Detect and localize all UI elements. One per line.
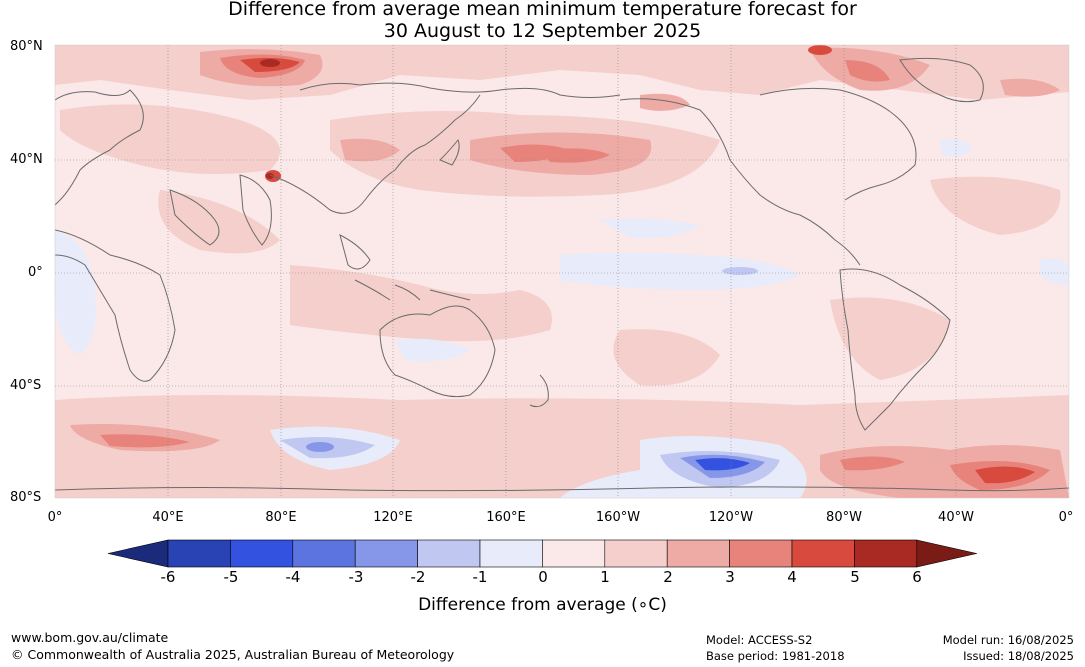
- colorbar-tick: 5: [850, 568, 860, 586]
- map-title-line-1: Difference from average mean minimum tem…: [228, 0, 857, 20]
- colorbar-tick: -3: [348, 568, 364, 586]
- colorbar-tick: 6: [912, 568, 922, 586]
- colorbar-extend-high: [916, 539, 977, 568]
- colorbar-tick: 2: [663, 568, 673, 586]
- lon-label-120w: 120°W: [708, 510, 754, 525]
- coastlines: [55, 57, 1069, 492]
- colorbar-swatch: [417, 539, 481, 568]
- colorbar-swatch: [791, 539, 855, 568]
- lon-label-80w: 80°W: [826, 510, 862, 525]
- lon-label-0-east: 0°: [1058, 510, 1074, 525]
- colorbar-tick: -4: [285, 568, 301, 586]
- colorbar-swatch: [666, 539, 730, 568]
- lat-label-80s: 80°S: [10, 490, 42, 505]
- map-frame: [54, 44, 1070, 499]
- colorbar-swatch: [479, 539, 543, 568]
- footer-copyright: © Commonwealth of Australia 2025, Austra…: [11, 647, 455, 662]
- lon-label-40e: 40°E: [152, 510, 184, 525]
- lat-label-40n: 40°N: [10, 152, 43, 167]
- colorbar-swatch: [167, 539, 231, 568]
- colorbar-tick: 0: [538, 568, 548, 586]
- colorbar-swatch: [292, 539, 356, 568]
- colorbar-extend-low: [107, 539, 169, 568]
- colorbar-tick: -2: [410, 568, 426, 586]
- footer-model-run: Model run: 16/08/2025: [942, 633, 1074, 647]
- lat-label-0: 0°: [28, 265, 43, 280]
- anomaly-0-to-2-regions: [55, 45, 1069, 498]
- colorbar-swatch: [354, 539, 418, 568]
- anomaly-5-plus-regions: [260, 59, 280, 179]
- lat-label-80n: 80°N: [10, 39, 43, 54]
- footer-url: www.bom.gov.au/climate: [11, 630, 169, 645]
- colorbar-tick: 1: [600, 568, 610, 586]
- colorbar-tick: -5: [223, 568, 239, 586]
- graticule: [55, 45, 1069, 498]
- footer-issued: Issued: 18/08/2025: [963, 649, 1074, 663]
- lat-label-40s: 40°S: [10, 378, 42, 393]
- colorbar-swatch: [542, 539, 606, 568]
- colorbar-swatch: [729, 539, 793, 568]
- lon-label-160e: 160°E: [486, 510, 526, 525]
- colorbar-tick: 3: [725, 568, 735, 586]
- colorbar-swatch: [604, 539, 668, 568]
- colorbar-tick: 4: [787, 568, 797, 586]
- lon-label-120e: 120°E: [373, 510, 413, 525]
- lon-label-40w: 40°W: [938, 510, 974, 525]
- lon-label-160w: 160°W: [595, 510, 641, 525]
- map-title-line-2: 30 August to 12 September 2025: [383, 20, 702, 42]
- colorbar-swatch: [230, 539, 294, 568]
- footer-base-period: Base period: 1981-2018: [706, 649, 845, 663]
- footer-model: Model: ACCESS-S2: [706, 633, 813, 647]
- anomaly-minus-4-regions: [695, 458, 750, 471]
- lon-label-80e: 80°E: [265, 510, 297, 525]
- colorbar-label: Difference from average (∘C): [418, 595, 667, 615]
- colorbar-tick: -1: [472, 568, 488, 586]
- colorbar-tick: -6: [160, 568, 176, 586]
- lon-label-0-west: 0°: [47, 510, 63, 525]
- colorbar-swatch: [854, 539, 918, 568]
